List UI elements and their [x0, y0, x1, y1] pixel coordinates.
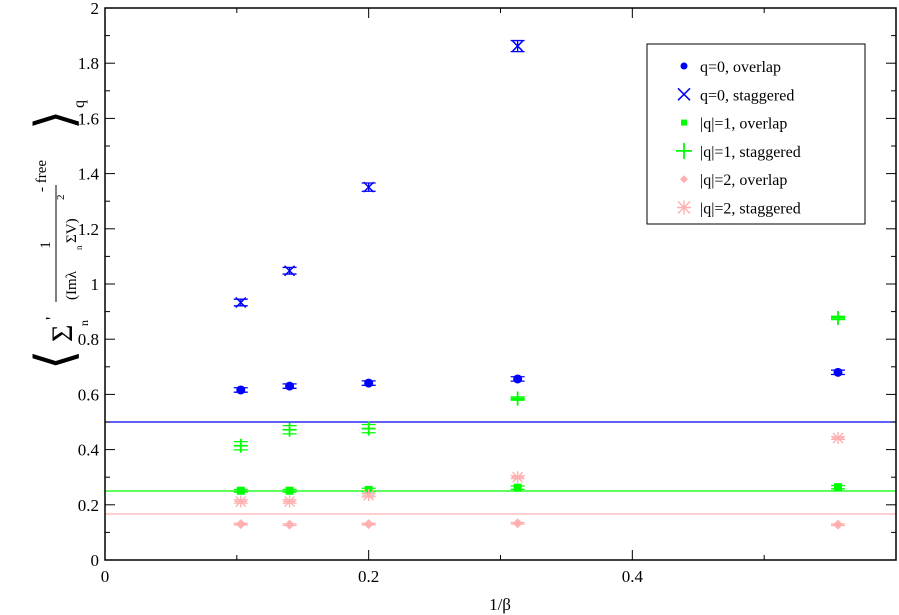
data-point — [510, 483, 525, 492]
ylabel-squared: 2 — [55, 195, 67, 201]
legend-entry: |q|=1, staggered — [676, 142, 801, 161]
x-tick-label: 0.2 — [358, 567, 379, 586]
y-axis-label: ⟨ Σ ' n 1 (Imλ n ΣV) 2 - free ⟩ q — [27, 100, 91, 370]
data-point — [282, 486, 297, 495]
data-point — [361, 519, 376, 530]
ylabel-close-bracket: ⟩ — [27, 110, 84, 130]
y-tick-label: 1.2 — [78, 220, 99, 239]
data-point — [510, 391, 525, 406]
legend-label: |q|=2, staggered — [700, 201, 801, 218]
data-point — [233, 495, 248, 508]
series-0 — [233, 367, 845, 395]
data-point — [361, 181, 376, 193]
data-point — [510, 518, 525, 529]
data-point — [361, 489, 376, 502]
legend-label: q=0, staggered — [700, 87, 794, 104]
data-point — [282, 519, 297, 530]
y-tick-label: 1.6 — [78, 109, 99, 128]
y-tick-label: 1.4 — [78, 165, 100, 184]
legend-entry: |q|=2, overlap — [680, 172, 787, 189]
data-point — [361, 421, 376, 436]
legend-label: |q|=1, staggered — [700, 144, 801, 161]
data-point — [510, 471, 525, 484]
ylabel-den-b: ΣV) — [64, 218, 80, 243]
ylabel-numerator: 1 — [38, 241, 54, 249]
legend-label: q=0, overlap — [700, 59, 781, 76]
series-2 — [233, 483, 845, 495]
legend-entry: q=0, staggered — [677, 87, 794, 104]
x-tick-label: 0 — [101, 567, 110, 586]
legend: q=0, overlap q=0, staggered |q|=1, overlap… — [646, 43, 866, 225]
ylabel-prime: ' — [42, 317, 62, 320]
data-point — [830, 483, 845, 492]
data-point — [282, 381, 297, 391]
y-tick-label: 0.2 — [78, 496, 99, 515]
series-5 — [233, 432, 845, 508]
legend-label: |q|=2, overlap — [700, 172, 787, 189]
x-tick-label: 0.4 — [622, 567, 644, 586]
data-point — [282, 495, 297, 508]
data-point — [233, 385, 248, 395]
ylabel-q: q — [71, 100, 88, 108]
x-axis-label: 1/β — [489, 595, 511, 614]
legend-entry: |q|=2, staggered — [677, 200, 801, 218]
legend-entry: q=0, overlap — [680, 59, 781, 76]
series-3 — [233, 310, 845, 453]
ylabel-sigma: Σ — [46, 325, 79, 342]
data-point — [233, 438, 248, 453]
series-4 — [233, 518, 845, 530]
y-tick-label: 0.4 — [78, 441, 100, 460]
ylabel-den-n: n — [74, 245, 84, 250]
legend-entry: |q|=1, overlap — [681, 116, 787, 133]
ylabel-n: n — [77, 320, 91, 326]
data-point — [830, 519, 845, 530]
data-point — [282, 265, 297, 277]
y-tick-label: 1.8 — [78, 54, 99, 73]
data-point — [510, 374, 525, 384]
ylabel-denominator: (Imλ — [64, 270, 80, 300]
y-tick-label: 0.6 — [78, 385, 99, 404]
y-tick-label: 1 — [91, 275, 100, 294]
data-point — [233, 296, 248, 309]
data-point — [282, 422, 297, 437]
data-point — [830, 367, 845, 377]
y-tick-label: 0 — [91, 551, 100, 570]
y-tick-label: 2 — [91, 0, 100, 18]
legend-label: |q|=1, overlap — [700, 116, 787, 133]
series-1 — [233, 39, 525, 309]
data-point — [361, 378, 376, 388]
y-tick-label: 0.8 — [78, 330, 99, 349]
ylabel-open-bracket: ⟨ — [27, 350, 84, 370]
ylabel-free: - free — [34, 160, 50, 192]
data-point — [510, 39, 525, 53]
data-point — [830, 432, 845, 445]
data-point — [233, 486, 248, 495]
data-point — [830, 310, 845, 325]
data-point — [233, 519, 248, 530]
